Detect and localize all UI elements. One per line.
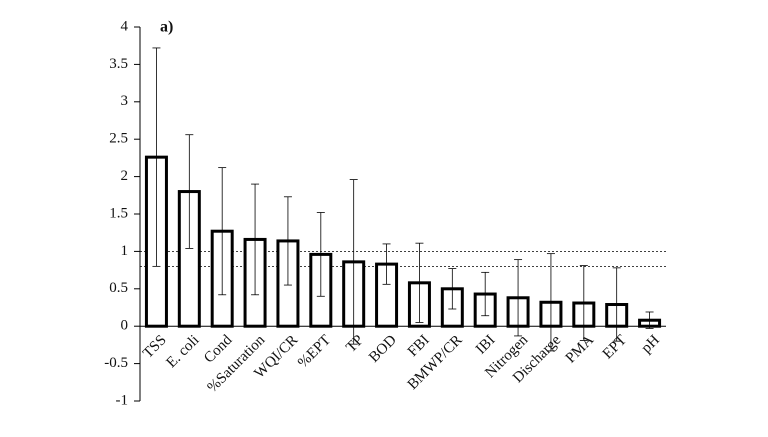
y-tick-label: 2.5 [109,131,128,147]
y-tick-label: 0 [121,318,129,334]
y-tick-label: 1.5 [109,205,128,221]
x-tick-label: IBI [473,332,498,357]
y-tick-label: 0.5 [109,280,128,296]
y-tick-label: -1 [116,392,129,408]
x-tick-label: pH [639,332,663,356]
y-tick-label: -0.5 [104,355,128,371]
panel-label: a) [160,19,173,36]
x-tick-label: %EPT [295,332,334,371]
y-tick-label: 2 [121,168,129,184]
x-tick-label: FBI [405,332,433,360]
x-tick-label: E. coli [164,332,203,371]
x-tick-label: TP [343,332,367,356]
x-tick-label: EPT [600,332,630,362]
y-tick-label: 1 [121,243,129,259]
y-tick-label: 4 [121,18,129,34]
y-tick-label: 3.5 [109,56,128,72]
y-tick-label: 3 [121,93,129,109]
x-tick-label: PMA [563,332,597,366]
x-tick-label: BOD [366,332,400,366]
